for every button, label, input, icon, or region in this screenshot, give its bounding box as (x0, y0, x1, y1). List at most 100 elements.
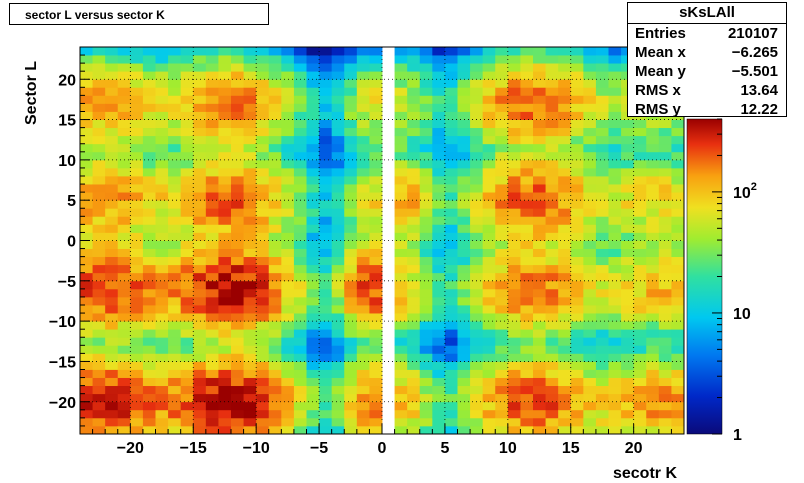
heatmap-cell (193, 288, 207, 298)
heatmap-cell (180, 143, 194, 153)
heatmap-cell (394, 248, 408, 258)
heatmap-cell (293, 361, 307, 370)
heatmap-cell (457, 393, 471, 403)
heatmap-cell (595, 337, 609, 346)
heatmap-cell (142, 417, 156, 427)
heatmap-cell (168, 103, 182, 112)
heatmap-cell (495, 143, 509, 153)
heatmap-cell (507, 369, 521, 378)
heatmap-cell (558, 184, 572, 193)
heatmap-cell (671, 167, 685, 177)
heatmap-cell (608, 208, 622, 217)
heatmap-cell (155, 393, 169, 403)
heatmap-cell (92, 111, 106, 120)
heatmap-cell (180, 313, 194, 322)
heatmap-cell (621, 192, 635, 201)
heatmap-cell (293, 47, 307, 56)
heatmap-cell (470, 345, 484, 354)
heatmap-cell (457, 208, 471, 217)
heatmap-cell (482, 345, 496, 354)
heatmap-cell (268, 55, 282, 64)
heatmap-cell (142, 401, 156, 411)
heatmap-cell (117, 111, 131, 120)
grid-lines (80, 47, 684, 434)
heatmap-cell (218, 385, 232, 395)
heatmap-cell (218, 377, 232, 387)
heatmap-cell (621, 159, 635, 169)
heatmap-cell (268, 353, 282, 362)
heatmap-cell (558, 143, 572, 153)
heatmap-cell (495, 216, 509, 225)
heatmap-cell (293, 393, 307, 403)
heatmap-cell (218, 288, 232, 298)
heatmap-cell (130, 87, 144, 96)
heatmap-cell (507, 151, 521, 161)
heatmap-cell (142, 184, 156, 193)
heatmap-cell (142, 176, 156, 185)
heatmap-cell (243, 337, 257, 346)
heatmap-cell (533, 184, 546, 193)
heatmap-cell (180, 47, 194, 56)
heatmap-cell (205, 256, 219, 266)
heatmap-cell (256, 119, 270, 129)
heatmap-cell (243, 103, 257, 112)
heatmap-cell (595, 369, 609, 378)
heatmap-cell (319, 256, 333, 266)
heatmap-cell (369, 167, 383, 177)
heatmap-cell (595, 167, 609, 177)
heatmap-cell (621, 288, 635, 298)
heatmap-cell (633, 385, 647, 395)
heatmap-cell (558, 377, 572, 387)
heatmap-cell (105, 417, 119, 427)
heatmap-cell (155, 55, 169, 64)
heatmap-cell (243, 184, 257, 193)
heatmap-cell (205, 47, 219, 56)
heatmap-cell (293, 337, 307, 346)
heatmap-cell (268, 47, 282, 56)
heatmap-cell (621, 240, 635, 249)
heatmap-cell (256, 224, 270, 233)
heatmap-cell (117, 216, 131, 225)
heatmap-cell (407, 369, 421, 378)
heatmap-cell (621, 385, 635, 395)
heatmap-cell (331, 353, 345, 362)
heatmap-cell (130, 369, 144, 378)
heatmap-cell (142, 119, 156, 129)
heatmap-cell (117, 256, 131, 266)
heatmap-cell (256, 264, 270, 274)
heatmap-cell (495, 103, 509, 112)
heatmap-cell (92, 47, 106, 56)
heatmap-cell (205, 159, 219, 169)
heatmap-cell (281, 369, 295, 378)
heatmap-cell (319, 369, 333, 378)
heatmap-cell (658, 143, 672, 153)
heatmap-cell (268, 119, 282, 129)
heatmap-cell (180, 409, 194, 419)
heatmap-cell (306, 143, 320, 153)
heatmap-cell (570, 256, 584, 266)
heatmap-cell (243, 272, 257, 282)
heatmap-cell (130, 167, 144, 177)
heatmap-cell (306, 71, 320, 80)
heatmap-cell (545, 337, 559, 346)
heatmap-cell (432, 272, 446, 282)
heatmap-cell (407, 272, 421, 282)
heatmap-cell (432, 417, 446, 427)
heatmap-cell (319, 240, 333, 249)
heatmap-cell (142, 127, 156, 137)
heatmap-cell (356, 256, 370, 266)
heatmap-cell (570, 248, 584, 258)
heatmap-cell (180, 337, 194, 346)
heatmap-cell (419, 305, 433, 314)
heatmap-cell (243, 79, 257, 88)
heatmap-cell (356, 409, 370, 419)
heatmap-cell (419, 417, 433, 427)
heatmap-cell (293, 71, 307, 80)
heatmap-cell (533, 159, 546, 169)
heatmap-cell (331, 151, 345, 161)
heatmap-cell (356, 47, 370, 56)
heatmap-cell (319, 87, 333, 96)
heatmap-cell (495, 127, 509, 137)
heatmap-cell (293, 248, 307, 258)
heatmap-cell (281, 159, 295, 169)
